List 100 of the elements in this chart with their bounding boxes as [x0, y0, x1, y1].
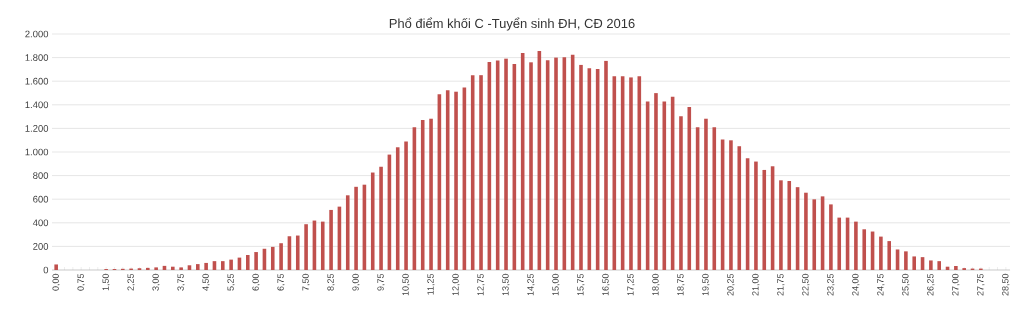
bar	[762, 169, 767, 270]
bar	[320, 221, 325, 270]
x-tick-label: 12,75	[477, 273, 485, 296]
bar	[929, 260, 933, 270]
bar	[420, 119, 425, 270]
bar	[245, 255, 250, 270]
bar	[854, 221, 858, 270]
x-tick-label: 18,00	[652, 273, 660, 296]
x-tick-label: 14,25	[527, 273, 535, 296]
chart-title: Phổ điểm khối C -Tuyển sinh ĐH, CĐ 2016	[389, 17, 635, 31]
x-tick-label: 6,00	[252, 273, 260, 291]
x-tick-label: 28,50	[1002, 273, 1010, 296]
bar	[579, 64, 583, 270]
bar	[229, 259, 233, 270]
bar	[154, 267, 158, 270]
x-tick-label: 1,50	[102, 273, 110, 291]
bar	[179, 267, 183, 270]
bar	[171, 266, 175, 270]
bar	[737, 146, 742, 270]
x-tick-label: 12,00	[452, 273, 460, 296]
bar	[687, 107, 692, 270]
bar	[912, 256, 917, 270]
y-tick-label: 1.200	[25, 125, 49, 132]
bar	[654, 93, 658, 270]
bar	[829, 204, 833, 270]
x-tick-label: 11,25	[427, 273, 435, 295]
bar	[254, 252, 258, 270]
bar	[812, 199, 817, 270]
bar	[445, 90, 450, 270]
bar	[787, 181, 792, 270]
bar	[779, 180, 783, 270]
bar	[704, 118, 708, 270]
x-tick-label: 9,00	[352, 273, 360, 291]
x-tick-label: 8,25	[327, 273, 335, 291]
x-tick-label: 2,25	[127, 273, 135, 291]
bar	[679, 116, 683, 270]
bar	[479, 75, 483, 270]
bar	[404, 141, 408, 270]
x-tick-label: 27,00	[952, 273, 960, 296]
x-tick-label: 13,50	[502, 273, 510, 296]
x-tick-label: 10,50	[402, 273, 410, 296]
bar	[604, 60, 608, 270]
x-tick-label: 3,00	[152, 273, 160, 291]
bar	[379, 166, 383, 270]
bar	[862, 229, 867, 270]
bar	[729, 140, 733, 270]
bar	[270, 246, 275, 270]
y-tick-label: 600	[33, 195, 49, 203]
bar	[304, 224, 308, 270]
x-tick-label: 15,75	[577, 273, 585, 296]
y-tick-label: 200	[33, 243, 49, 250]
x-tick-label: 0,75	[77, 273, 85, 291]
x-tick-label: 25,50	[902, 273, 910, 296]
bar	[712, 127, 717, 270]
x-tick-label: 23,25	[827, 273, 835, 296]
x-tick-label: 15,00	[552, 273, 560, 296]
bar	[454, 91, 458, 270]
y-tick-label: 1.400	[25, 101, 49, 109]
bar	[954, 265, 958, 270]
x-tick-label: 5,25	[227, 273, 235, 291]
bar	[354, 186, 358, 270]
bar	[504, 58, 508, 270]
bar	[429, 118, 433, 270]
bar	[887, 241, 892, 270]
x-tick-label: 0,00	[52, 273, 60, 291]
y-tick-label: 2.000	[25, 30, 49, 38]
x-tick-label: 21,75	[777, 273, 785, 296]
x-tick-label: 27,75	[977, 273, 985, 296]
bar	[629, 77, 633, 270]
bar	[395, 147, 400, 270]
y-tick-label: 1.000	[25, 148, 49, 156]
x-tick-label: 20,25	[727, 273, 735, 296]
y-tick-label: 1.800	[25, 54, 49, 61]
y-tick-label: 1.600	[25, 77, 49, 85]
bar	[837, 217, 842, 270]
bar	[279, 243, 283, 270]
bar	[904, 251, 908, 270]
x-tick-label: 24,75	[877, 273, 885, 296]
y-tick-label: 0	[43, 266, 49, 274]
bar	[879, 236, 883, 270]
bar	[554, 57, 558, 270]
x-tick-label: 9,75	[377, 273, 385, 291]
bar	[295, 235, 300, 270]
bar	[220, 261, 225, 270]
x-tick-label: 7,50	[302, 273, 310, 291]
bar	[204, 262, 208, 270]
y-tick-label: 400	[32, 219, 49, 227]
x-tick-label: 3,75	[177, 273, 185, 291]
x-tick-label: 17,25	[627, 273, 635, 296]
x-tick-label: 6,75	[277, 273, 285, 291]
bar	[754, 161, 758, 270]
bar	[937, 261, 942, 270]
bar	[529, 62, 533, 270]
x-tick-label: 19,50	[702, 273, 710, 296]
bar	[370, 172, 375, 270]
x-tick-label: 26,25	[927, 273, 935, 296]
bar	[54, 264, 58, 270]
x-tick-label: 4,50	[202, 273, 210, 291]
x-tick-label: 24,00	[852, 273, 860, 296]
bar	[345, 195, 350, 270]
